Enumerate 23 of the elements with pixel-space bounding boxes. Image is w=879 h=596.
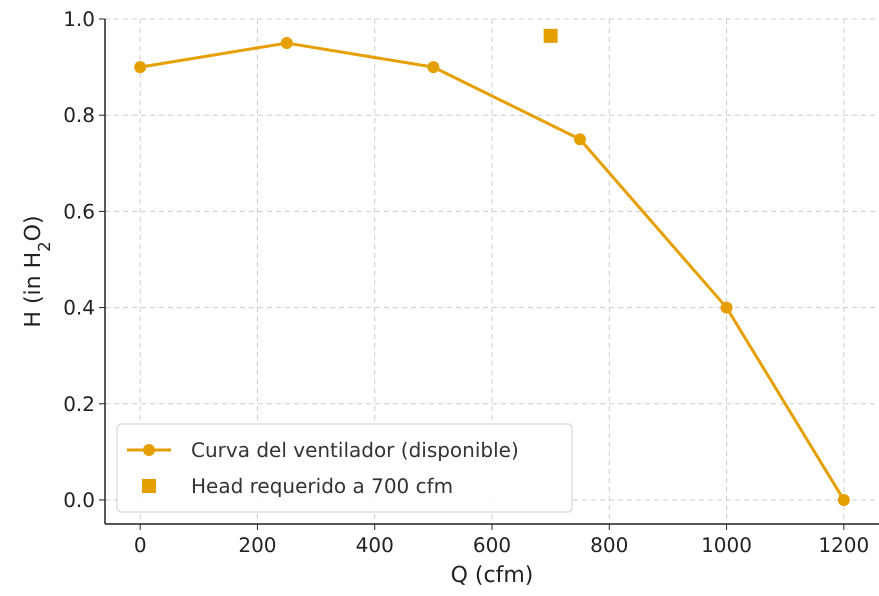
x-tick-label: 200 <box>238 533 277 557</box>
legend-label: Curva del ventilador (disponible) <box>191 438 519 462</box>
y-tick-label: 0.0 <box>63 488 95 512</box>
point <box>838 494 850 506</box>
y-tick-label: 0.6 <box>63 199 95 224</box>
x-tick-label: 0 <box>134 533 147 557</box>
legend-label: Head requerido a 700 cfm <box>191 474 454 498</box>
point <box>280 37 293 50</box>
y-tick-label: 0.4 <box>63 296 95 320</box>
x-tick-label: 1000 <box>701 533 752 557</box>
point <box>544 28 558 43</box>
x-tick-label: 1200 <box>818 533 870 557</box>
x-tick-label: 400 <box>356 533 394 557</box>
point <box>427 61 440 74</box>
point <box>134 61 146 74</box>
y-tick-label: 0.8 <box>63 103 95 128</box>
x-axis-title: Q (cfm) <box>450 563 534 588</box>
point <box>720 302 733 314</box>
y-tick-label: 0.2 <box>63 392 95 416</box>
x-tick-label: 600 <box>472 533 512 557</box>
x-tick-label: 800 <box>590 533 628 557</box>
point <box>574 133 586 146</box>
y-tick-label: 1.0 <box>63 7 95 31</box>
